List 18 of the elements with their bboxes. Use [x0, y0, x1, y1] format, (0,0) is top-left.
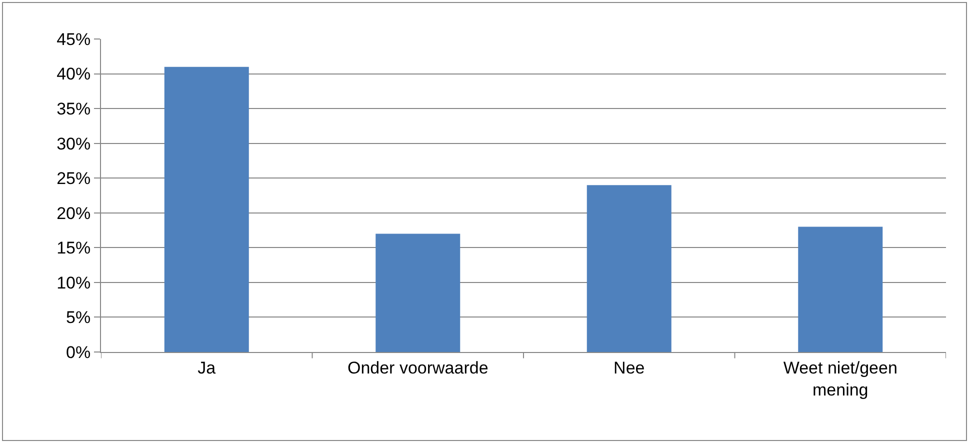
y-tick-label: 25% [56, 169, 91, 188]
y-tick-label: 45% [56, 30, 91, 49]
y-tick-label: 40% [56, 64, 91, 84]
bar [798, 226, 883, 352]
x-tick-label: Ja [198, 358, 216, 378]
bar [164, 66, 249, 352]
bar [586, 185, 672, 352]
x-tick-label: Nee [614, 358, 645, 378]
bar [376, 234, 460, 352]
y-tick-label: 15% [56, 238, 91, 258]
x-tick-label: Onder voorwaarde [347, 358, 488, 378]
y-tick-label: 30% [56, 134, 91, 154]
y-tick-label: 10% [56, 273, 91, 292]
x-tick-label: Weet niet/geen mening [783, 358, 898, 400]
y-tick-label: 0% [66, 342, 91, 362]
y-tick-label: 5% [66, 308, 91, 328]
y-tick-label: 20% [56, 204, 91, 223]
y-tick-label: 35% [56, 100, 91, 119]
